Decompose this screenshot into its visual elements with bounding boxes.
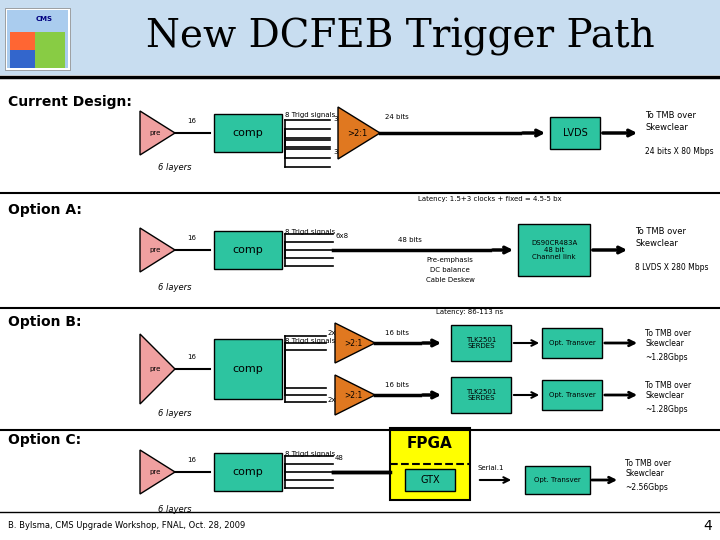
Text: 6 layers: 6 layers [158,409,192,418]
Text: Option A:: Option A: [8,203,82,217]
Bar [451,325,511,361]
Polygon shape [335,375,375,415]
Text: 24 bits X 80 Mbps: 24 bits X 80 Mbps [645,146,714,156]
Text: TLK2501
SERDES: TLK2501 SERDES [466,336,496,349]
Bar [524,466,590,494]
Text: Serial.1: Serial.1 [477,465,503,471]
Polygon shape [335,323,375,363]
Text: ~1.28Gbps: ~1.28Gbps [645,404,688,414]
Polygon shape [140,334,175,404]
Text: 8 Trigd signals: 8 Trigd signals [285,229,336,235]
Text: 3x8: 3x8 [333,116,346,122]
Text: New DCFEB Trigger Path: New DCFEB Trigger Path [145,18,654,56]
Text: 48 bits: 48 bits [398,237,422,243]
Bar [214,114,282,152]
Polygon shape [140,450,175,494]
Bar [5,8,70,70]
Bar [7,10,68,68]
Bar [542,328,602,358]
Text: 16: 16 [187,235,197,241]
Text: >2:1: >2:1 [344,390,362,400]
Text: Opt. Transver: Opt. Transver [549,340,595,346]
Text: Pre-emphasis: Pre-emphasis [426,257,474,263]
Text: Latency: 1.5+3 clocks + fixed = 4.5-5 bx: Latency: 1.5+3 clocks + fixed = 4.5-5 bx [418,196,562,202]
Text: Latency: 86-113 ns: Latency: 86-113 ns [436,309,503,315]
Text: 6 layers: 6 layers [158,284,192,293]
Text: pre: pre [149,247,161,253]
Text: Cable Deskew: Cable Deskew [426,277,474,283]
Text: Opt. Transver: Opt. Transver [549,392,595,398]
Bar [550,117,600,149]
Bar [542,380,602,410]
Text: 24 bits: 24 bits [385,114,409,120]
Bar [0,0,720,75]
Text: 16: 16 [187,457,197,463]
Text: 8 LVDS X 280 Mbps: 8 LVDS X 280 Mbps [635,264,708,273]
Text: pre: pre [149,469,161,475]
Text: FPGA: FPGA [407,436,453,451]
Text: DC balance: DC balance [430,267,470,273]
Bar [451,377,511,413]
Text: Latency: ?: Latency: ? [422,431,458,437]
Polygon shape [140,111,175,155]
Text: pre: pre [149,366,161,372]
Text: ~1.28Gbps: ~1.28Gbps [645,353,688,361]
Text: >2:1: >2:1 [347,129,367,138]
Bar [35,32,65,68]
Text: Skewclear: Skewclear [625,469,664,478]
Text: To TMB over: To TMB over [625,460,671,469]
Text: Skewclear: Skewclear [645,390,684,400]
Text: 16 bits: 16 bits [385,382,409,388]
Text: Skewclear: Skewclear [645,339,684,348]
Text: Current Design:: Current Design: [8,95,132,109]
Text: 16: 16 [187,118,197,124]
Text: Option C:: Option C: [8,433,81,447]
Bar [214,339,282,399]
Text: B. Bylsma, CMS Upgrade Workshop, FNAL, Oct. 28, 2009: B. Bylsma, CMS Upgrade Workshop, FNAL, O… [8,522,246,530]
Text: 3x8: 3x8 [333,149,346,155]
Text: GTX: GTX [420,475,440,485]
Text: 2x8: 2x8 [328,397,341,403]
Polygon shape [338,107,380,159]
Bar [10,50,35,68]
Text: Opt. Transver: Opt. Transver [534,477,580,483]
Bar [405,469,455,491]
Text: comp: comp [233,364,264,374]
Text: pre: pre [149,130,161,136]
Text: ~2.56Gbps: ~2.56Gbps [625,483,668,492]
Bar [214,231,282,269]
Text: 8 Trigd signals: 8 Trigd signals [285,338,336,344]
Text: 6 layers: 6 layers [158,505,192,515]
Bar [518,224,590,276]
Bar [390,428,470,500]
Text: 16: 16 [187,354,197,360]
Text: To TMB over: To TMB over [645,328,691,338]
Text: To TMB over: To TMB over [645,381,691,389]
Text: comp: comp [233,467,264,477]
Text: 48: 48 [335,455,344,461]
Text: 6x8: 6x8 [335,233,348,239]
Bar [214,453,282,491]
Text: LVDS: LVDS [562,128,588,138]
Text: >2:1: >2:1 [344,339,362,348]
Bar [10,32,35,50]
Text: Option B:: Option B: [8,315,81,329]
Text: DS90CR483A
48 bit
Channel link: DS90CR483A 48 bit Channel link [531,240,577,260]
Text: comp: comp [233,245,264,255]
Text: 6 layers: 6 layers [158,164,192,172]
Text: 16 bits: 16 bits [385,330,409,336]
Text: comp: comp [233,128,264,138]
Text: To TMB over: To TMB over [645,111,696,119]
Text: CMS: CMS [36,16,53,22]
Text: To TMB over: To TMB over [635,227,686,237]
Text: 2x8: 2x8 [328,330,341,336]
Text: TLK2501
SERDES: TLK2501 SERDES [466,388,496,402]
Polygon shape [140,228,175,272]
Text: 8 Trigd signals: 8 Trigd signals [285,112,336,118]
Text: Skewclear: Skewclear [635,240,678,248]
Text: 8 Trigd signals: 8 Trigd signals [285,451,336,457]
Text: 4: 4 [703,519,712,533]
Text: Skewclear: Skewclear [645,123,688,132]
